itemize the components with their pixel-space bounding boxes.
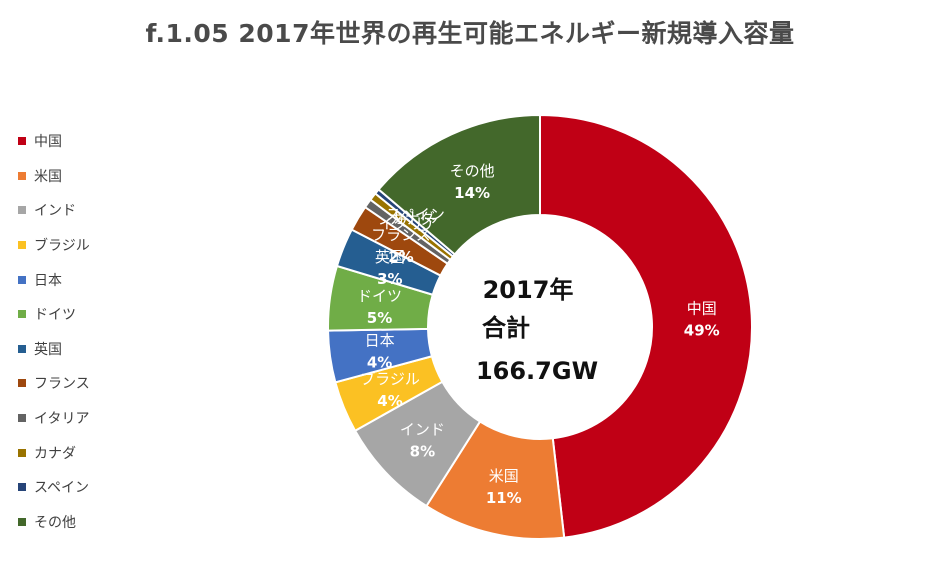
- legend-swatch: [18, 344, 26, 353]
- slice-category-label: フランス: [371, 226, 431, 244]
- legend-item: イタリア: [18, 401, 168, 436]
- legend-item: その他: [18, 505, 168, 540]
- slice-percent-label: 2%: [388, 248, 413, 266]
- legend-item: カナダ: [18, 435, 168, 470]
- slice-percent-label: 8%: [410, 442, 435, 460]
- legend-label: カナダ: [34, 445, 76, 462]
- slice-category-label: スペイン: [386, 205, 445, 223]
- legend: 中国米国インドブラジル日本ドイツ英国フランスイタリアカナダスペインその他: [18, 124, 168, 539]
- legend-item: ブラジル: [18, 228, 168, 263]
- legend-label: ブラジル: [34, 238, 90, 255]
- legend-swatch: [18, 448, 26, 457]
- legend-label: 米国: [34, 168, 62, 185]
- center-total-label: 合計: [482, 314, 530, 342]
- legend-swatch: [18, 517, 26, 526]
- legend-swatch: [18, 310, 26, 319]
- legend-label: 英国: [34, 341, 62, 358]
- slice-category-label: インド: [400, 420, 445, 438]
- legend-item: スペイン: [18, 470, 168, 505]
- legend-label: インド: [34, 203, 76, 220]
- slice-0: [539, 113, 753, 539]
- slice-percent-label: 14%: [454, 184, 490, 202]
- legend-item: フランス: [18, 366, 168, 401]
- center-year: 2017年: [483, 276, 574, 304]
- legend-label: 日本: [34, 272, 62, 289]
- legend-swatch: [18, 206, 26, 215]
- legend-label: その他: [34, 514, 76, 531]
- slice-percent-label: 49%: [684, 322, 720, 340]
- legend-label: スペイン: [34, 480, 90, 497]
- legend-item: 米国: [18, 159, 168, 194]
- legend-swatch: [18, 137, 26, 146]
- slice-category-label: 日本: [365, 332, 395, 350]
- center-total-value: 166.7GW: [476, 357, 598, 385]
- slice-category-label: ブラジル: [360, 370, 420, 388]
- slice-category-label: カナダ: [390, 209, 435, 227]
- legend-label: フランス: [34, 376, 90, 393]
- slice-percent-label: 4%: [377, 392, 402, 410]
- chart-title: f.1.05 2017年世界の再生可能エネルギー新規導入容量: [145, 19, 795, 48]
- slice-category-label: 米国: [489, 467, 519, 485]
- slice-percent-label: 5%: [367, 309, 392, 327]
- legend-swatch: [18, 275, 26, 284]
- legend-item: 日本: [18, 262, 168, 297]
- legend-swatch: [18, 379, 26, 388]
- slice-category-label: 英国: [375, 248, 405, 266]
- legend-label: 中国: [34, 134, 62, 151]
- slice-category-label: ドイツ: [357, 287, 402, 305]
- legend-label: ドイツ: [34, 307, 76, 324]
- legend-item: 中国: [18, 124, 168, 159]
- slice-percent-label: 4%: [367, 354, 392, 372]
- legend-swatch: [18, 171, 26, 180]
- legend-item: インド: [18, 193, 168, 228]
- slice-category-label: 中国: [687, 300, 717, 318]
- legend-swatch: [18, 241, 26, 250]
- slice-percent-label: 3%: [377, 270, 402, 288]
- legend-item: ドイツ: [18, 297, 168, 332]
- slice-category-label: イタリア: [379, 215, 438, 233]
- slice-percent-label: 11%: [486, 489, 522, 507]
- legend-swatch: [18, 414, 26, 423]
- legend-label: イタリア: [34, 411, 90, 428]
- slice-category-label: その他: [450, 162, 495, 180]
- legend-item: 英国: [18, 332, 168, 367]
- legend-swatch: [18, 483, 26, 492]
- slice-11: [377, 113, 541, 256]
